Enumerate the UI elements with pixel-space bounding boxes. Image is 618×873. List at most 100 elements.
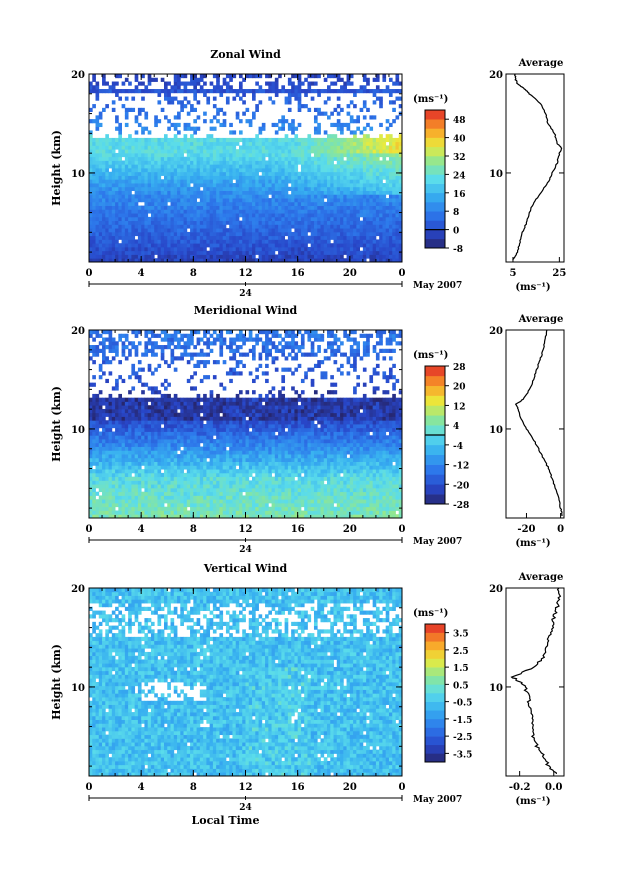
heatmap-cell xyxy=(281,115,286,120)
heatmap-cell xyxy=(356,190,361,195)
heatmap-cell xyxy=(111,213,116,218)
heatmap-cell xyxy=(317,164,321,169)
heatmap-cell xyxy=(206,487,211,493)
heatmap-cell xyxy=(118,258,122,263)
heatmap-cell xyxy=(95,231,100,237)
heatmap-cell xyxy=(108,156,113,161)
heatmap-cell xyxy=(147,89,152,94)
heatmap-cell xyxy=(225,480,230,485)
heatmap-cell xyxy=(248,502,253,508)
heatmap-cell xyxy=(157,179,162,184)
heatmap-cell xyxy=(261,224,266,229)
heatmap-cell xyxy=(118,243,122,248)
heatmap-cell xyxy=(154,250,158,255)
heatmap-cell xyxy=(128,183,132,188)
heatmap-cell xyxy=(170,164,175,169)
heatmap-cell xyxy=(252,254,256,259)
heatmap-cell xyxy=(369,164,374,169)
heatmap-cell xyxy=(89,171,93,176)
heatmap-cell xyxy=(294,164,299,169)
heatmap-cell xyxy=(395,224,400,229)
heatmap-cell xyxy=(330,175,334,180)
heatmap-cell xyxy=(343,81,347,86)
heatmap-cell xyxy=(180,141,184,146)
heatmap-cell xyxy=(163,216,168,222)
heatmap-cell xyxy=(173,77,178,82)
heatmap-cell xyxy=(170,145,175,150)
heatmap-cell xyxy=(115,198,119,203)
heatmap-cell xyxy=(216,149,220,154)
heatmap-cell xyxy=(108,171,113,176)
heatmap-cell xyxy=(398,250,403,255)
heatmap-cell xyxy=(330,258,334,263)
heatmap-cell xyxy=(128,472,132,478)
heatmap-cell xyxy=(245,231,250,237)
heatmap-cell xyxy=(330,168,334,173)
heatmap-cell xyxy=(278,160,282,165)
heatmap-cell xyxy=(92,258,96,263)
heatmap-cell xyxy=(150,168,155,173)
heatmap-cell xyxy=(95,514,100,519)
heatmap-cell xyxy=(362,141,367,146)
heatmap-cell xyxy=(284,246,289,252)
heatmap-cell xyxy=(392,209,396,214)
heatmap-cell xyxy=(235,506,240,511)
heatmap-cell xyxy=(170,258,175,263)
heatmap-cell xyxy=(388,499,393,504)
heatmap-cell xyxy=(89,231,93,237)
heatmap-cell xyxy=(362,183,367,188)
heatmap-cell xyxy=(111,179,116,184)
heatmap-cell xyxy=(235,239,240,244)
heatmap-cell xyxy=(160,220,165,225)
heatmap-cell xyxy=(141,74,145,79)
heatmap-cell xyxy=(190,145,194,150)
heatmap-cell xyxy=(173,179,178,184)
heatmap-cell xyxy=(160,152,165,158)
heatmap-cell xyxy=(177,506,181,511)
heatmap-cell xyxy=(111,164,116,169)
heatmap-cell xyxy=(150,243,155,248)
heatmap-cell xyxy=(261,205,266,210)
heatmap-cell xyxy=(150,183,155,188)
heatmap-cell xyxy=(137,213,142,218)
heatmap-cell xyxy=(206,499,211,504)
heatmap-cell xyxy=(118,134,122,139)
heatmap-cell xyxy=(349,220,354,225)
heatmap-cell xyxy=(379,190,383,195)
heatmap-cell xyxy=(134,506,139,511)
heatmap-cell xyxy=(160,514,165,519)
heatmap-cell xyxy=(255,179,259,184)
heatmap-cell xyxy=(154,190,158,195)
date-tick-label: 24 xyxy=(239,289,252,299)
heatmap-cell xyxy=(163,81,168,86)
profile-y-tick-label: 20 xyxy=(489,70,503,81)
heatmap-cell xyxy=(216,246,220,252)
heatmap-cell xyxy=(323,499,328,504)
heatmap-cell xyxy=(245,235,250,240)
heatmap-cell xyxy=(238,484,243,489)
heatmap-cell xyxy=(173,472,178,478)
heatmap-cell xyxy=(268,491,272,496)
heatmap-cell xyxy=(163,149,168,154)
heatmap-cell xyxy=(307,194,312,199)
heatmap-cell xyxy=(212,168,217,173)
heatmap-cell xyxy=(105,137,109,143)
heatmap-cell xyxy=(183,510,188,515)
heatmap-cell xyxy=(255,168,259,173)
heatmap-cell xyxy=(330,209,334,214)
heatmap-cell xyxy=(232,216,237,222)
heatmap-cell xyxy=(180,205,184,210)
heatmap-cell xyxy=(134,499,139,504)
heatmap-cell xyxy=(206,506,211,511)
heatmap-cell xyxy=(320,495,325,500)
heatmap-cell xyxy=(304,472,308,478)
heatmap-cell xyxy=(327,156,331,161)
heatmap-cell xyxy=(385,209,390,214)
heatmap-cell xyxy=(225,89,230,94)
heatmap-cell xyxy=(167,100,171,105)
heatmap-cell xyxy=(173,156,178,161)
heatmap-cell xyxy=(333,89,338,94)
heatmap-cell xyxy=(183,491,188,496)
heatmap-cell xyxy=(366,190,370,195)
heatmap-cell xyxy=(340,130,344,135)
